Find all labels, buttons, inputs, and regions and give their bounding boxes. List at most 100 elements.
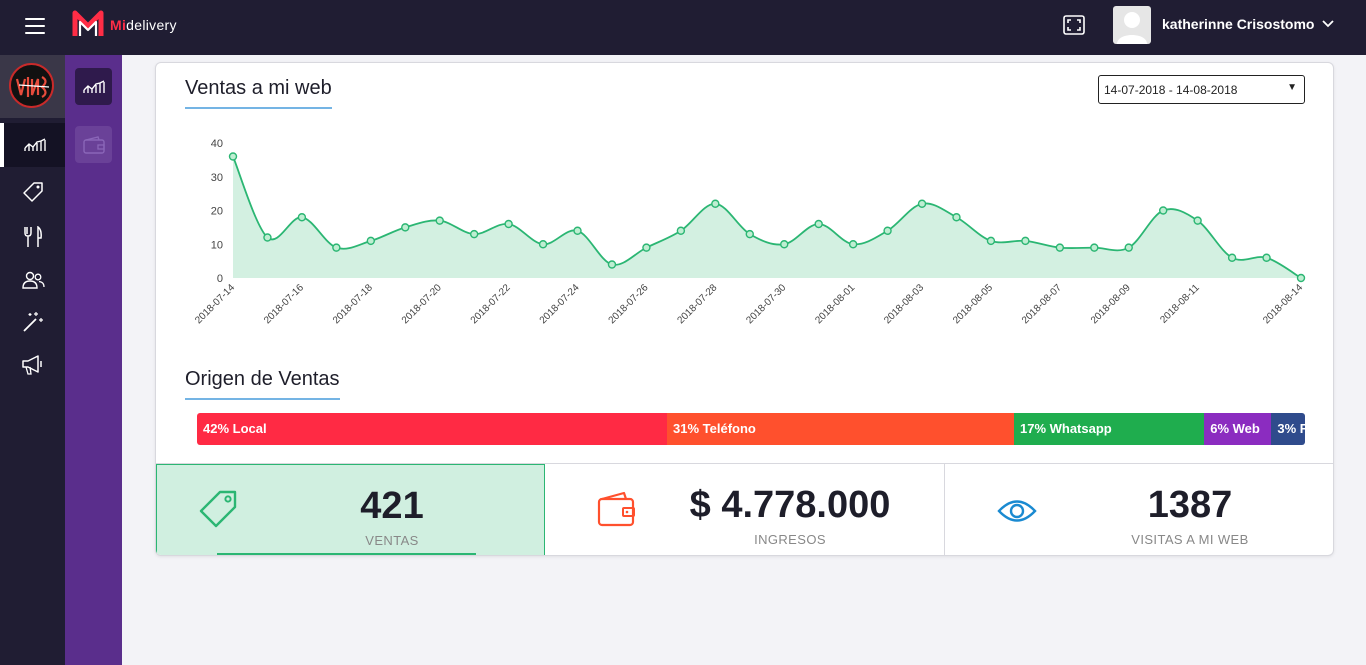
menu-icon[interactable]: [25, 18, 45, 34]
series-area: [233, 156, 1301, 278]
tag-icon: [22, 182, 43, 202]
subnav-item-sales-chart[interactable]: [75, 68, 112, 105]
data-point: [917, 199, 927, 208]
data-point: [469, 229, 479, 239]
x-tick-label: 2018-07-20: [400, 282, 444, 326]
tag-icon: [199, 490, 237, 528]
x-tick-label: 2018-08-09: [1089, 282, 1133, 326]
brand-name: Midelivery: [110, 17, 177, 33]
data-point: [780, 240, 789, 249]
x-tick-label: 2018-08-14: [1261, 282, 1305, 326]
avatar[interactable]: [1113, 6, 1151, 44]
sidebar-item-marketing[interactable]: [0, 343, 65, 387]
data-point: [332, 243, 341, 252]
eye-icon: [997, 500, 1037, 522]
sidebar-item-tags[interactable]: [0, 170, 65, 214]
data-point: [952, 213, 961, 222]
data-point: [401, 223, 410, 232]
wallet-icon: [597, 491, 635, 527]
x-tick-label: 2018-07-26: [607, 282, 651, 326]
x-tick-label: 2018-07-22: [469, 282, 513, 326]
data-point: [1193, 216, 1202, 225]
x-tick-label: 2018-08-03: [882, 282, 926, 326]
origin-stacked-bar: 42% Local 31% Teléfono 17% Whatsapp 6% Web 3…: [197, 413, 1305, 445]
origin-title: Origen de Ventas: [185, 368, 340, 400]
x-tick-label: 2018-07-30: [744, 282, 788, 326]
fullscreen-icon[interactable]: [1062, 14, 1086, 36]
origin-segment-3[interactable]: 6% Web: [1204, 413, 1272, 445]
chart-line-icon: [23, 138, 46, 151]
data-point: [1262, 253, 1271, 262]
x-tick-label: 2018-08-05: [951, 282, 995, 326]
origin-segment-2[interactable]: 17% Whatsapp: [1013, 413, 1205, 445]
brand-delivery: delivery: [126, 17, 177, 33]
origin-segment-1[interactable]: 31% Teléfono: [667, 413, 1014, 445]
x-tick-label: 2018-08-07: [1020, 282, 1064, 326]
data-point: [986, 236, 996, 246]
data-point: [435, 216, 444, 225]
x-tick-label: 2018-08-11: [1158, 282, 1202, 326]
username[interactable]: katherinne Crisostomo: [1162, 16, 1315, 32]
top-bar: Midelivery katherinne Crisostomo: [0, 0, 1366, 55]
data-point: [573, 226, 582, 235]
x-tick-label: 2018-07-28: [675, 282, 719, 326]
store-logo[interactable]: [0, 55, 65, 118]
chart-line-icon: [82, 79, 105, 93]
data-point: [504, 219, 513, 229]
data-point: [228, 152, 238, 161]
data-point: [1021, 236, 1030, 246]
stat-income[interactable]: $ 4.778.000 INGRESOS: [545, 464, 945, 555]
stats-row: 421 VENTAS $ 4.778.000 INGRESOS 1387 VIS…: [156, 463, 1333, 555]
user-silhouette-icon: [1117, 12, 1147, 44]
origin-segment-0[interactable]: 42% Local: [197, 413, 668, 445]
data-point: [1227, 253, 1237, 262]
x-tick-label: 2018-08-01: [813, 282, 857, 326]
users-icon: [21, 271, 45, 289]
stat-sales-label: VENTAS: [365, 533, 419, 548]
date-range-select[interactable]: 14-07-2018 - 14-08-2018 ▼: [1098, 75, 1305, 104]
data-point: [538, 240, 548, 249]
sidebar-item-promotions[interactable]: [0, 300, 65, 344]
data-point: [814, 219, 823, 229]
x-tick-label: 2018-07-18: [331, 282, 375, 326]
data-point: [745, 229, 754, 239]
stat-visits-value: 1387: [1147, 484, 1233, 526]
sidebar-item-menu[interactable]: [0, 215, 65, 259]
stat-visits-label: VISITAS A MI WEB: [1131, 532, 1249, 547]
sidebar-item-users[interactable]: [0, 258, 65, 302]
data-point: [1124, 243, 1133, 252]
brand-mi: Mi: [110, 17, 127, 33]
data-point: [366, 236, 376, 246]
x-tick-label: 2018-07-24: [538, 282, 582, 326]
sidebar-item-analytics[interactable]: [0, 123, 65, 167]
stat-visits[interactable]: 1387 VISITAS A MI WEB: [945, 464, 1333, 555]
data-point: [1296, 273, 1306, 283]
origin-segment-4[interactable]: 3% F: [1271, 413, 1305, 445]
data-point: [883, 226, 892, 235]
data-point: [297, 213, 307, 222]
y-tick-label: 40: [211, 138, 223, 150]
data-point: [607, 260, 617, 269]
midelivery-logo[interactable]: [72, 9, 104, 39]
subnav-item-wallet[interactable]: [75, 126, 112, 163]
data-point: [263, 233, 272, 242]
magic-wand-icon: [22, 312, 43, 332]
sales-web-title: Ventas a mi web: [185, 77, 332, 109]
y-tick-label: 0: [217, 273, 223, 285]
main-sidebar: [0, 55, 65, 665]
y-tick-label: 20: [211, 206, 223, 218]
utensils-icon: [23, 226, 42, 247]
stat-sales-value: 421: [360, 485, 424, 527]
data-point: [1158, 206, 1168, 215]
stat-sales-underline: [217, 553, 476, 555]
chevron-down-icon[interactable]: [1320, 16, 1336, 32]
stat-sales[interactable]: 421 VENTAS: [156, 464, 545, 555]
y-tick-label: 10: [211, 239, 223, 251]
data-point: [1055, 243, 1065, 252]
x-tick-label: 2018-07-14: [193, 282, 237, 326]
store-logo-image: [9, 63, 54, 108]
wallet-icon: [82, 135, 105, 154]
data-point: [642, 243, 651, 252]
date-range-value: 14-07-2018 - 14-08-2018: [1104, 83, 1238, 97]
x-tick-label: 2018-07-16: [262, 282, 306, 326]
